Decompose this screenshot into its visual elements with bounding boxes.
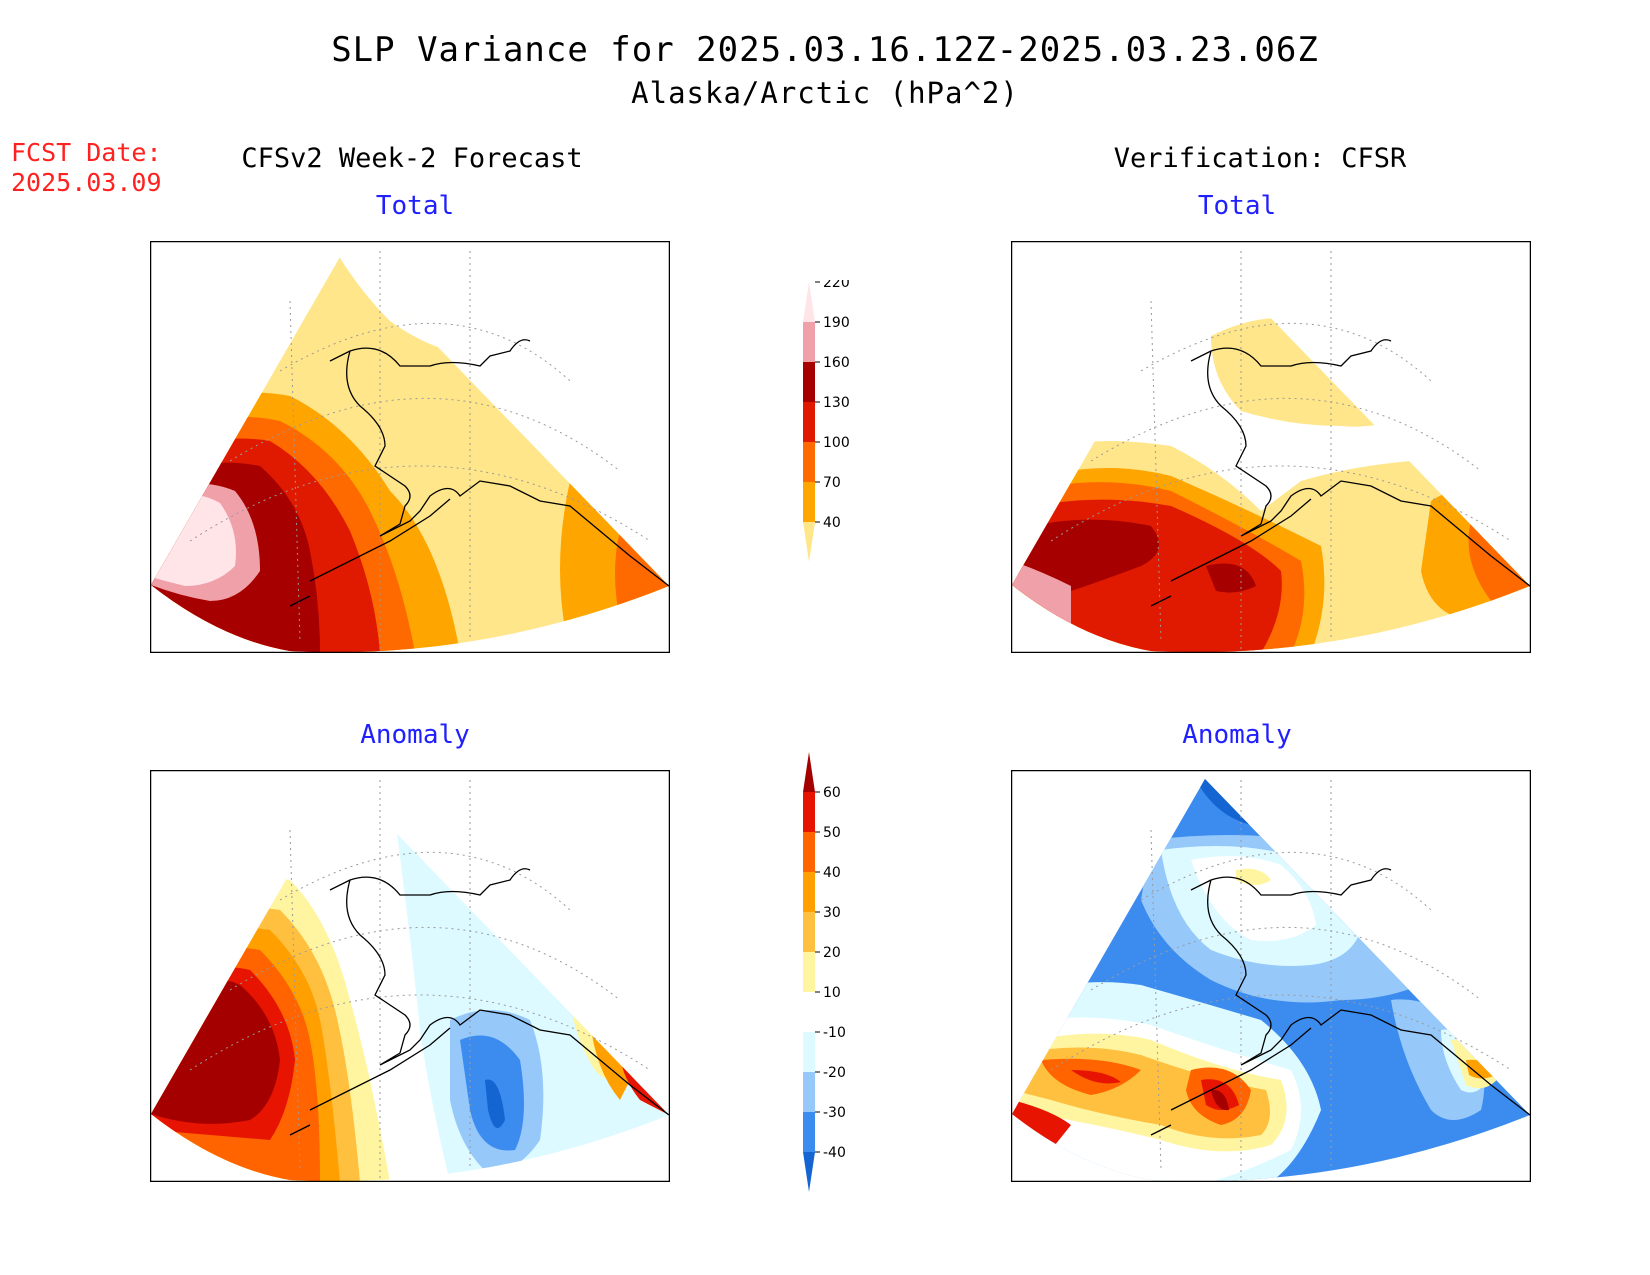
forecast-date-value: 2025.03.09 — [11, 168, 162, 197]
verification-total-map — [1011, 241, 1531, 653]
colorbar-label: 220 — [823, 280, 850, 291]
colorbar-swatch-3 — [803, 1032, 815, 1072]
colorbar-label: 160 — [823, 355, 850, 371]
total-70-100-region-east — [560, 475, 669, 653]
anomaly-minus20-region-north — [444, 822, 500, 870]
colorbar-swatch-5 — [803, 952, 815, 992]
verification-anomaly-title: Anomaly — [1182, 720, 1292, 750]
total-100-130-region-east — [1468, 521, 1530, 601]
graticule — [189, 780, 651, 1180]
total-160-190-region-west — [1012, 519, 1159, 591]
colorbar-label: 20 — [823, 945, 841, 961]
colorbar-swatch-6 — [803, 282, 815, 322]
total-100-130-region-east — [615, 531, 669, 621]
map-frame — [150, 770, 670, 1182]
anomaly-colorbar: -40 -30 -20 -10 10 20 30 40 50 60 — [803, 752, 846, 1192]
graticule — [189, 251, 651, 651]
total-colorbar: 40 70 100 130 160 190 220 — [803, 280, 850, 562]
colorbar-swatch-2 — [803, 442, 815, 482]
main-title: SLP Variance for 2025.03.16.12Z-2025.03.… — [331, 30, 1319, 70]
colorbar-label: 40 — [823, 515, 841, 531]
colorbar-label: -10 — [823, 1025, 846, 1041]
colorbar-swatch-0 — [803, 522, 815, 562]
map-frame — [150, 241, 670, 653]
colorbar-swatch-2 — [803, 1072, 815, 1112]
colorbar-label: -20 — [823, 1065, 846, 1081]
coastline — [1150, 868, 1531, 1136]
colorbar-swatch-10 — [803, 752, 815, 792]
left-column-heading: CFSv2 Week-2 Forecast — [241, 143, 583, 174]
colorbar-swatch-5 — [803, 322, 815, 362]
colorbar-swatch-4 — [803, 362, 815, 402]
colorbar-swatch-6 — [803, 912, 815, 952]
verification-anomaly-map — [1011, 770, 1531, 1182]
colorbar-label: 50 — [823, 825, 841, 841]
forecast-total-map — [150, 241, 670, 653]
forecast-anomaly-map — [150, 770, 670, 1182]
colorbar-swatch-1 — [803, 1112, 815, 1152]
colorbar-swatch-0 — [803, 1152, 815, 1192]
coastline — [289, 868, 670, 1136]
colorbar-label: 40 — [823, 865, 841, 881]
verification-total-title: Total — [1197, 191, 1277, 221]
anomaly-50-60-region-west — [1071, 1070, 1121, 1084]
graticule — [1050, 251, 1512, 651]
right-column-heading: Verification: CFSR — [1113, 143, 1407, 174]
colorbar-label: -40 — [823, 1145, 846, 1161]
anomaly-minus40-region — [485, 1079, 505, 1128]
anomaly-30-40-region-east — [1466, 1059, 1496, 1079]
total-40-70-region-north — [1211, 318, 1431, 427]
coastline — [1150, 339, 1531, 607]
map-frame — [1011, 241, 1531, 653]
colorbar-label: 70 — [823, 475, 841, 491]
colorbar-label: -30 — [823, 1105, 846, 1121]
graticule — [1050, 780, 1512, 1180]
colorbar-swatch-1 — [803, 482, 815, 522]
forecast-total-title: Total — [375, 191, 455, 221]
colorbar-label: 130 — [823, 395, 850, 411]
coastline — [289, 339, 670, 607]
colorbar-swatch-3 — [803, 402, 815, 442]
colorbar-swatch-8 — [803, 832, 815, 872]
colorbar-swatch-7 — [803, 872, 815, 912]
colorbar-label: 10 — [823, 985, 841, 1001]
forecast-date-label: FCST Date: — [11, 138, 162, 167]
colorbar-label: 190 — [823, 315, 850, 331]
colorbar-label: 60 — [823, 785, 841, 801]
forecast-anomaly-title: Anomaly — [360, 720, 470, 750]
subtitle: Alaska/Arctic (hPa^2) — [631, 76, 1019, 110]
anomaly-above-60-region — [1211, 1089, 1229, 1111]
total-160-190-region-south — [1206, 563, 1256, 593]
colorbar-swatch-9 — [803, 792, 815, 832]
map-frame — [1011, 770, 1531, 1182]
colorbar-label: 30 — [823, 905, 841, 921]
colorbar-swatch-4 — [803, 992, 815, 1032]
colorbar-label: 100 — [823, 435, 850, 451]
